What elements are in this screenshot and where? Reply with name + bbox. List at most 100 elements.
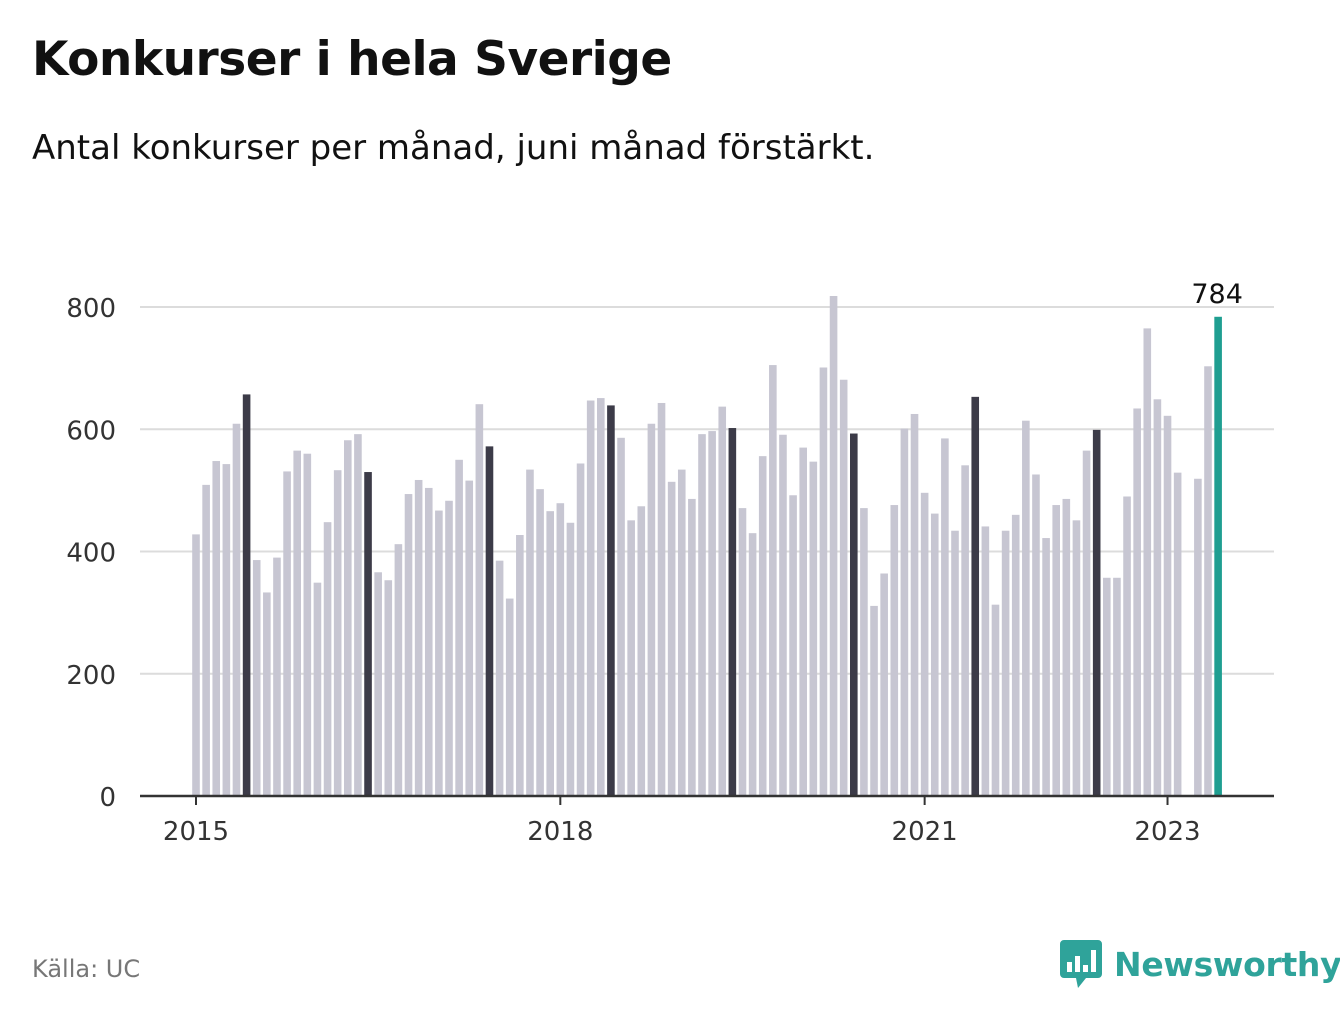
bar [870, 605, 878, 796]
bar [404, 494, 413, 796]
bar [1011, 514, 1020, 796]
bar [1143, 328, 1152, 796]
bar [384, 580, 393, 796]
bar [202, 484, 210, 796]
y-tick-label: 0 [99, 783, 116, 813]
bar [1194, 478, 1202, 796]
bar [1103, 577, 1111, 796]
bar [779, 434, 787, 796]
bar [769, 365, 777, 796]
bar [242, 394, 251, 796]
bar [1072, 520, 1081, 796]
x-tick-label: 2015 [163, 817, 229, 847]
labels: 0 200 400 600 800 2015 2018 2021 2023 784 [66, 279, 1243, 847]
bar [394, 544, 403, 796]
bar [222, 464, 231, 796]
bar [566, 522, 575, 796]
bar [829, 296, 838, 796]
bar [445, 500, 453, 796]
bar [1214, 316, 1222, 796]
bar [303, 453, 312, 796]
bar [850, 433, 858, 796]
source-label: Källa: UC [32, 955, 141, 983]
bar [333, 470, 342, 796]
bar [1204, 366, 1212, 796]
bar [1173, 472, 1182, 796]
bar [698, 434, 706, 796]
chart-subtitle: Antal konkurser per månad, juni månad fö… [32, 128, 875, 168]
bar [424, 487, 433, 796]
bar [647, 423, 656, 796]
bar [930, 513, 939, 796]
bar [465, 480, 474, 796]
bar [961, 465, 969, 796]
bar [1113, 577, 1121, 796]
bar [455, 459, 463, 796]
bar [1062, 498, 1071, 796]
bar [920, 492, 929, 796]
bar [283, 471, 291, 796]
bar [819, 367, 828, 796]
bar [789, 495, 797, 796]
bar [900, 428, 909, 796]
bar [799, 447, 807, 796]
bar [758, 456, 767, 796]
y-tick-label: 200 [66, 661, 116, 691]
bar [1052, 505, 1060, 796]
brand-logo[interactable]: Newsworthy [1060, 938, 1340, 990]
bar [1153, 399, 1162, 796]
bar [677, 469, 686, 796]
bar [263, 592, 271, 796]
bar [1092, 429, 1101, 796]
bar [435, 510, 443, 796]
bar-chart: 0 200 400 600 800 2015 2018 2021 2023 784 [66, 279, 1274, 847]
bar [586, 400, 595, 796]
bar [546, 511, 554, 796]
bar [485, 446, 494, 796]
bar [1001, 530, 1010, 796]
bar [708, 431, 716, 796]
bar [809, 461, 818, 796]
value-annotation: 784 [1191, 279, 1243, 310]
bar [667, 481, 676, 796]
bars [192, 296, 1222, 796]
bar [880, 573, 888, 796]
y-tick-label: 600 [66, 416, 116, 446]
bar [860, 508, 868, 796]
axes [140, 794, 1274, 805]
bar [252, 560, 261, 796]
bar [728, 428, 737, 796]
bar [576, 463, 585, 796]
bar [738, 508, 747, 796]
bar [323, 522, 332, 796]
bar [1042, 538, 1050, 796]
bar [951, 530, 959, 796]
bar [212, 461, 221, 796]
bar [374, 572, 382, 796]
bar [313, 582, 322, 796]
bar [941, 438, 949, 796]
bar [657, 402, 666, 796]
bar [192, 534, 200, 796]
bar [505, 598, 514, 796]
bar [748, 533, 757, 796]
bar [597, 398, 605, 796]
bar [354, 434, 362, 796]
bar [293, 450, 301, 796]
bar [364, 472, 372, 796]
bar [1123, 496, 1131, 796]
bar [910, 413, 919, 796]
bar [1022, 420, 1030, 796]
bar [991, 604, 1000, 796]
bar [890, 505, 899, 796]
bar [232, 423, 241, 796]
bar [627, 520, 635, 796]
newsworthy-logo-icon [1060, 940, 1102, 988]
bar [839, 379, 848, 796]
bar [617, 437, 625, 796]
bar [1133, 408, 1141, 796]
bar [1163, 415, 1172, 796]
bar [526, 469, 534, 796]
brand-name: Newsworthy [1114, 944, 1340, 984]
bar [344, 440, 352, 796]
